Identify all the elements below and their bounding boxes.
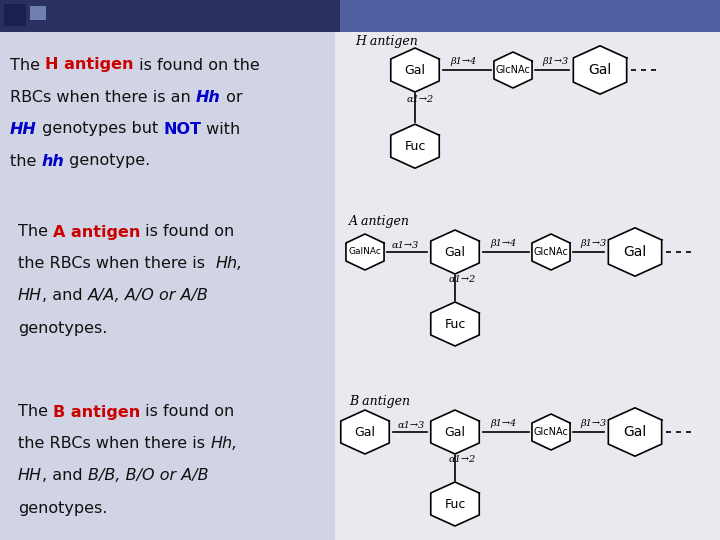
Text: the RBCs when there is: the RBCs when there is bbox=[18, 256, 215, 272]
Text: GlcNAc: GlcNAc bbox=[534, 247, 568, 257]
Text: α1→3: α1→3 bbox=[392, 241, 418, 250]
Text: genotypes but: genotypes but bbox=[37, 122, 163, 137]
Text: α1→3: α1→3 bbox=[397, 421, 425, 430]
Text: HH: HH bbox=[18, 288, 42, 303]
Text: H antigen: H antigen bbox=[45, 57, 134, 72]
Bar bbox=[4, 4, 26, 26]
Text: is found on: is found on bbox=[140, 404, 235, 420]
Text: β1→4: β1→4 bbox=[450, 57, 476, 66]
Text: the RBCs when there is: the RBCs when there is bbox=[18, 436, 210, 451]
Text: GlcNAc: GlcNAc bbox=[534, 427, 568, 437]
Text: The: The bbox=[10, 57, 45, 72]
Polygon shape bbox=[431, 410, 480, 454]
Polygon shape bbox=[608, 408, 662, 456]
Text: with: with bbox=[201, 122, 240, 137]
Text: Hh,: Hh, bbox=[210, 436, 238, 451]
Text: , and: , and bbox=[42, 469, 88, 483]
Text: α1→2: α1→2 bbox=[449, 456, 476, 464]
Text: Hh: Hh bbox=[196, 90, 220, 105]
Polygon shape bbox=[431, 302, 480, 346]
Text: Gal: Gal bbox=[444, 246, 466, 259]
Text: Gal: Gal bbox=[354, 426, 376, 438]
Text: Gal: Gal bbox=[624, 425, 647, 439]
Text: β1→3: β1→3 bbox=[580, 419, 606, 428]
Text: HH: HH bbox=[18, 469, 42, 483]
Text: Gal: Gal bbox=[588, 63, 611, 77]
Text: Fuc: Fuc bbox=[405, 140, 426, 153]
Text: Fuc: Fuc bbox=[444, 318, 466, 330]
Bar bbox=[0, 32, 335, 540]
Text: genotypes.: genotypes. bbox=[18, 501, 107, 516]
Polygon shape bbox=[608, 228, 662, 276]
Text: β1→4: β1→4 bbox=[490, 419, 516, 428]
Text: A antigen: A antigen bbox=[53, 225, 140, 240]
Text: GlcNAc: GlcNAc bbox=[495, 65, 531, 75]
Polygon shape bbox=[391, 48, 439, 92]
Text: β1→3: β1→3 bbox=[542, 57, 568, 66]
Text: The: The bbox=[18, 225, 53, 240]
Bar bbox=[0, 0, 720, 32]
Text: RBCs when there is an: RBCs when there is an bbox=[10, 90, 196, 105]
Text: H antigen: H antigen bbox=[355, 36, 418, 49]
Text: B/B, B/O or A/B: B/B, B/O or A/B bbox=[88, 469, 208, 483]
Polygon shape bbox=[431, 230, 480, 274]
Text: hh: hh bbox=[42, 153, 64, 168]
Polygon shape bbox=[494, 52, 532, 88]
Text: GalNAc: GalNAc bbox=[348, 247, 382, 256]
Polygon shape bbox=[532, 234, 570, 270]
Text: α1→2: α1→2 bbox=[449, 275, 476, 285]
Text: The: The bbox=[18, 404, 53, 420]
Text: genotypes.: genotypes. bbox=[18, 321, 107, 335]
Polygon shape bbox=[573, 46, 626, 94]
Text: Fuc: Fuc bbox=[444, 497, 466, 510]
Polygon shape bbox=[341, 410, 390, 454]
Text: the: the bbox=[10, 153, 42, 168]
Polygon shape bbox=[532, 414, 570, 450]
Text: A antigen: A antigen bbox=[349, 215, 410, 228]
Text: genotype.: genotype. bbox=[64, 153, 150, 168]
Text: Gal: Gal bbox=[405, 64, 426, 77]
Polygon shape bbox=[431, 482, 480, 526]
Text: β1→4: β1→4 bbox=[490, 239, 516, 248]
Text: B antigen: B antigen bbox=[349, 395, 410, 408]
Text: NOT: NOT bbox=[163, 122, 201, 137]
Text: B antigen: B antigen bbox=[53, 404, 140, 420]
Text: Hh,: Hh, bbox=[215, 256, 243, 272]
Text: or: or bbox=[220, 90, 242, 105]
Text: Gal: Gal bbox=[444, 426, 466, 438]
Text: is found on the: is found on the bbox=[134, 57, 259, 72]
Text: Gal: Gal bbox=[624, 245, 647, 259]
Text: α1→2: α1→2 bbox=[407, 96, 434, 105]
Text: HH: HH bbox=[10, 122, 37, 137]
Polygon shape bbox=[346, 234, 384, 270]
Polygon shape bbox=[391, 124, 439, 168]
Bar bbox=[0, 0, 340, 32]
Text: β1→3: β1→3 bbox=[580, 239, 606, 248]
Text: is found on: is found on bbox=[140, 225, 235, 240]
Text: A/A, A/O or A/B: A/A, A/O or A/B bbox=[88, 288, 209, 303]
Text: , and: , and bbox=[42, 288, 88, 303]
Bar bbox=[30, 6, 46, 20]
